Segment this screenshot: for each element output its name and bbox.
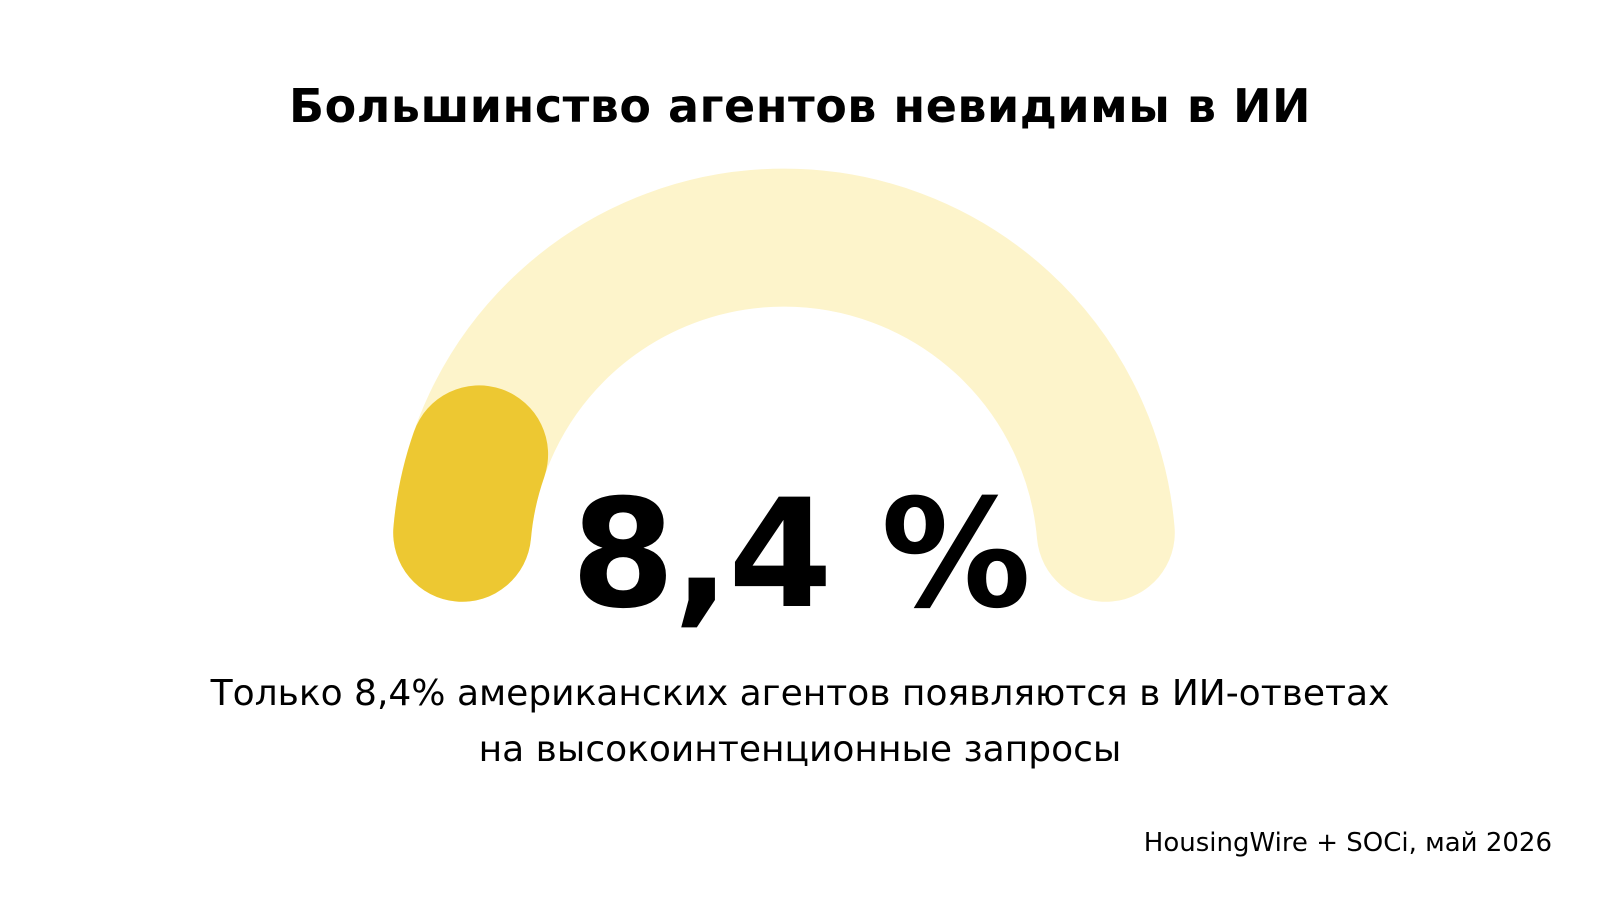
gauge-value-arc [393, 385, 549, 602]
chart-title: Большинство агентов невидимы в ИИ [289, 79, 1311, 133]
gauge-value-label: 8,4 % [570, 468, 1031, 642]
caption-line-2: на высокоинтенционные запросы [478, 729, 1122, 770]
gauge-caption: Только 8,4% американских агентов появляю… [0, 666, 1600, 778]
source-note: HousingWire + SOCi, май 2026 [1143, 828, 1552, 858]
gauge-track [393, 168, 1175, 602]
caption-line-1: Только 8,4% американских агентов появляю… [210, 673, 1390, 714]
